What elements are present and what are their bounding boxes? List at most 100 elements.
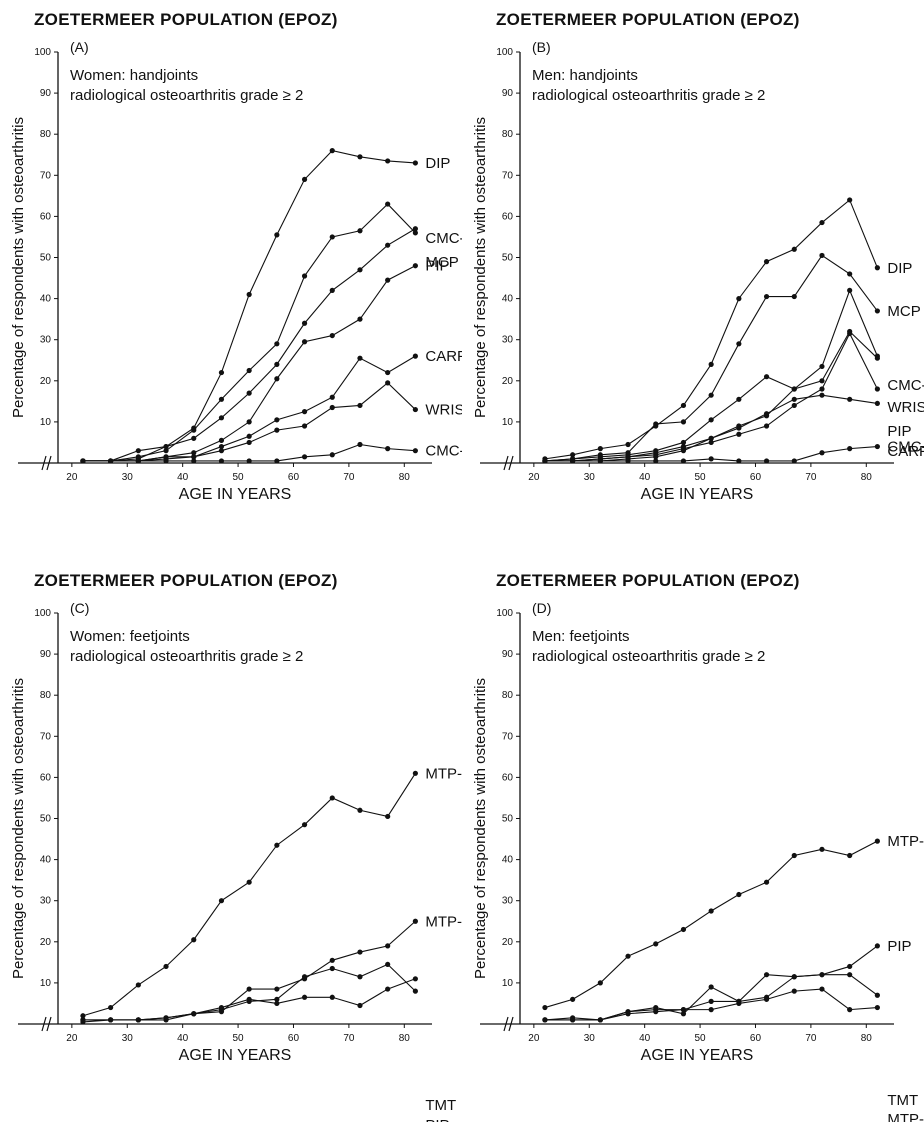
data-point: [736, 425, 742, 431]
axis-break-mark: [503, 455, 514, 471]
y-tick-label: 90: [40, 88, 52, 99]
data-point: [274, 1000, 280, 1007]
data-point: [819, 846, 825, 852]
panel-title: ZOETERMEER POPULATION (EPOZ): [496, 10, 800, 29]
series-line-tmt: [82, 963, 416, 1021]
x-tick-label: 20: [528, 472, 540, 483]
data-point: [412, 988, 418, 994]
data-point: [680, 1011, 687, 1017]
x-tick-label: 70: [343, 472, 355, 483]
data-point: [736, 458, 742, 464]
data-point: [301, 454, 308, 460]
chart-subtitle: Women: feetjoints: [70, 628, 190, 645]
y-tick-label: 30: [40, 335, 52, 346]
data-point: [80, 1013, 86, 1019]
y-tick-label: 10: [40, 417, 52, 428]
data-point: [680, 439, 687, 446]
data-point: [625, 953, 631, 959]
y-tick-label: 40: [40, 294, 52, 305]
series-label: TMT: [425, 1097, 456, 1114]
chart-subtitle: radiological osteoarthritis grade ≥ 2: [532, 648, 765, 665]
data-point: [847, 852, 853, 859]
series-line-cmc-i: [544, 288, 878, 462]
data-point: [301, 409, 308, 415]
x-axis-title: AGE IN YEARS: [641, 486, 754, 503]
data-point: [736, 296, 742, 302]
data-point: [191, 454, 197, 460]
y-tick-label: 60: [40, 772, 52, 783]
data-point: [653, 458, 659, 464]
data-point: [819, 363, 825, 370]
data-point: [412, 918, 418, 924]
data-point: [301, 423, 308, 429]
data-point: [274, 996, 280, 1002]
y-tick-label: 100: [34, 47, 51, 58]
data-point: [385, 158, 391, 164]
x-tick-label: 80: [861, 1033, 873, 1044]
x-axis-title: AGE IN YEARS: [179, 486, 292, 503]
y-tick-label: 100: [496, 47, 513, 58]
data-point: [412, 976, 418, 982]
data-point: [246, 419, 252, 425]
data-point: [708, 1007, 714, 1013]
data-point: [597, 980, 603, 986]
data-point: [736, 1000, 742, 1007]
data-point: [763, 374, 770, 380]
y-tick-label: 90: [40, 649, 52, 660]
series-label: CMC-L: [425, 443, 462, 460]
y-tick-label: 10: [40, 978, 52, 989]
data-point: [736, 431, 742, 437]
series-line-mtp-i: [544, 840, 878, 1009]
data-point: [246, 879, 252, 885]
data-point: [874, 308, 880, 314]
series-label: PIP: [887, 423, 911, 440]
series-label: DIP: [425, 155, 450, 172]
data-point: [847, 271, 853, 277]
data-point: [542, 1004, 548, 1011]
chart-panel-c: ZOETERMEER POPULATION (EPOZ) 10 20 30 40 50 6…: [0, 561, 462, 1122]
data-point: [412, 448, 418, 454]
series-label: MTP-I: [425, 765, 462, 782]
data-point: [357, 402, 363, 409]
data-point: [847, 287, 853, 293]
data-point: [653, 421, 659, 427]
data-point: [357, 949, 363, 955]
data-point: [412, 263, 418, 269]
series-label: TMT: [887, 1092, 918, 1109]
data-point: [246, 433, 252, 439]
data-point: [218, 369, 225, 376]
series-line-carpus: [544, 394, 878, 462]
data-point: [736, 891, 742, 898]
data-point: [874, 838, 880, 844]
y-tick-label: 20: [502, 937, 514, 948]
x-tick-label: 80: [861, 472, 873, 483]
data-point: [329, 234, 335, 240]
data-point: [708, 456, 714, 462]
data-point: [708, 417, 714, 423]
data-point: [874, 265, 880, 271]
data-point: [847, 963, 853, 970]
y-tick-label: 60: [502, 772, 514, 783]
data-point: [385, 277, 391, 283]
data-point: [301, 273, 308, 279]
data-point: [357, 1002, 363, 1009]
series-label: CARPUS: [887, 443, 924, 460]
data-point: [819, 972, 825, 978]
axis-break-mark: [503, 1016, 514, 1032]
y-tick-label: 70: [502, 731, 514, 742]
data-point: [570, 1017, 576, 1023]
data-point: [819, 986, 825, 992]
y-tick-label: 80: [502, 690, 514, 701]
y-tick-label: 70: [502, 170, 514, 181]
series-label: WRIST: [887, 399, 924, 416]
x-tick-label: 80: [399, 472, 411, 483]
data-point: [819, 386, 825, 392]
series-label: WRIST: [425, 402, 462, 419]
data-point: [874, 400, 880, 407]
data-point: [218, 1004, 225, 1011]
x-tick-label: 60: [288, 1033, 300, 1044]
data-point: [246, 458, 252, 464]
data-point: [847, 446, 853, 452]
data-point: [412, 406, 418, 413]
data-point: [874, 355, 880, 361]
